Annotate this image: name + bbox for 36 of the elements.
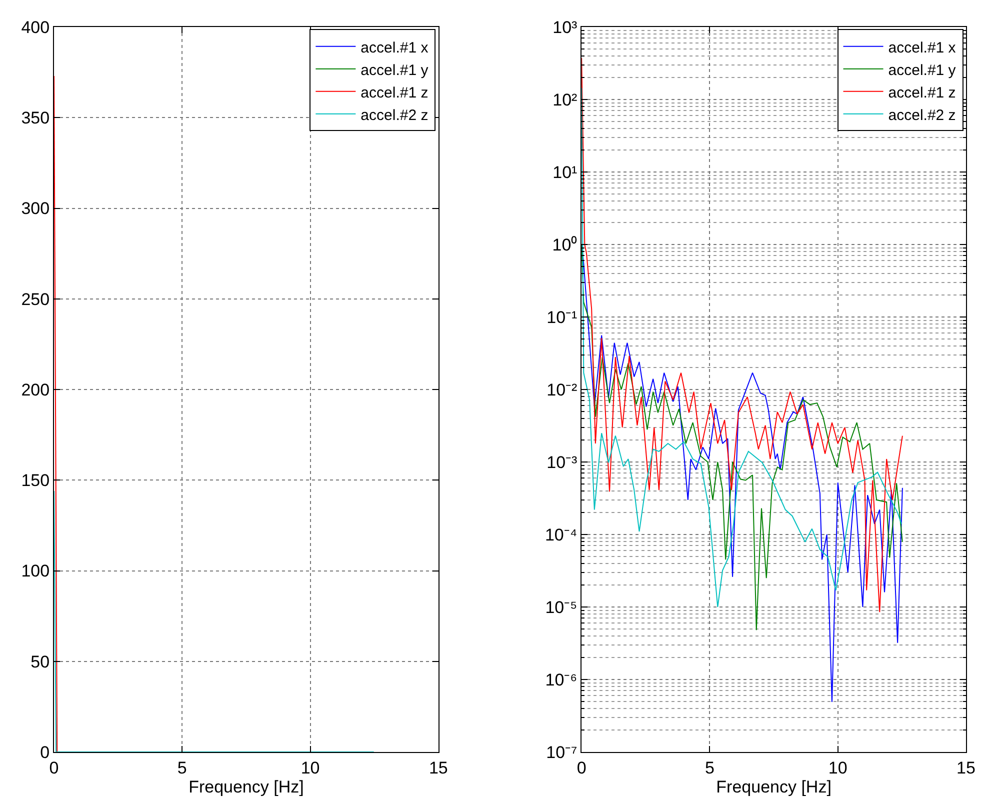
y-tick-label: 10⁻⁶ [545,670,578,690]
y-tick-label: 10⁻⁷ [546,742,578,762]
legend-label: accel.#1 x [360,39,429,56]
x-tick-label: 5 [177,758,187,778]
legend-label: accel.#1 z [360,84,428,102]
x-axis-title: Frequency [Hz] [716,777,832,796]
y-tick-label: 10⁻⁵ [545,598,578,617]
legend-label: accel.#2 z [888,106,956,124]
y-tick-label: 100 [21,562,50,581]
y-tick-label: 150 [21,471,50,490]
y-tick-label: 250 [21,290,50,309]
y-tick-label: 10³ [552,18,578,37]
y-tick-label: 10² [552,90,578,110]
y-tick-label: 10⁰ [552,235,578,254]
y-tick-label: 0 [40,742,50,762]
legend-label: accel.#1 x [888,39,956,56]
y-tick-label: 10⁻² [546,380,578,400]
x-tick-label: 5 [705,758,714,778]
x-tick-label: 15 [956,758,976,778]
y-tick-label: 350 [21,108,50,128]
y-tick-label: 400 [21,18,50,37]
y-tick-label: 10¹ [552,162,578,182]
legend-label: accel.#1 z [888,84,956,102]
y-tick-label: 10⁻⁴ [544,525,578,544]
legend-label: accel.#1 y [888,62,956,79]
x-tick-label: 15 [428,758,448,778]
x-axis-title: Frequency [Hz] [188,777,304,796]
x-tick-label: 10 [300,758,320,778]
y-tick-label: 10⁻¹ [546,308,578,327]
legend-label: accel.#2 z [360,106,428,124]
x-tick-label: 10 [828,758,848,778]
y-tick-label: 10⁻³ [546,452,578,472]
y-tick-label: 200 [21,380,50,400]
y-tick-label: 300 [21,199,50,218]
y-tick-label: 50 [30,652,50,672]
legend-label: accel.#1 y [360,62,429,79]
